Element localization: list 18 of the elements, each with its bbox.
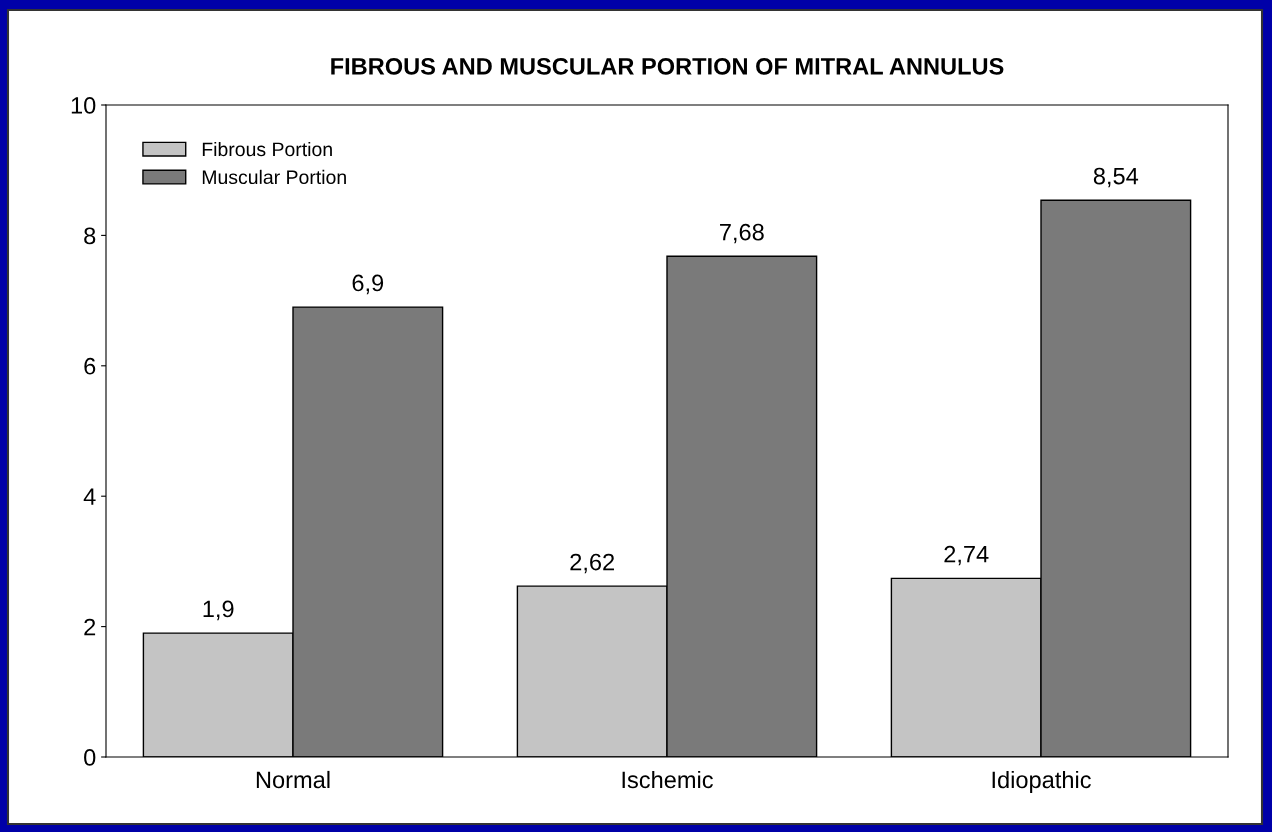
y-tick-label: 4: [83, 488, 96, 505]
y-tick-label: 6: [84, 357, 96, 375]
data-label: 1,9: [203, 600, 234, 621]
data-label: 6,9: [352, 274, 384, 295]
legend-label: Muscular Portion: [202, 169, 346, 185]
y-tick-label: 0: [84, 749, 96, 766]
data-label: 8,54: [1093, 167, 1139, 188]
y-tick-label: 10: [71, 97, 96, 114]
x-tick-label: Idiopathic: [992, 770, 1091, 793]
data-label: 7,68: [720, 223, 764, 244]
data-label: 2,74: [944, 545, 989, 566]
chart-title: FIBROUS AND MUSCULAR PORTION OF MITRAL ANNULUS: [331, 57, 1004, 75]
y-tick-label: 8: [84, 227, 96, 245]
data-label: 2,62: [570, 553, 614, 574]
legend-label: Fibrous Portion: [202, 141, 332, 157]
y-tick-label: 2: [84, 618, 96, 636]
x-tick-label: Normal: [256, 770, 330, 789]
x-tick-label: Ischemic: [622, 770, 713, 789]
